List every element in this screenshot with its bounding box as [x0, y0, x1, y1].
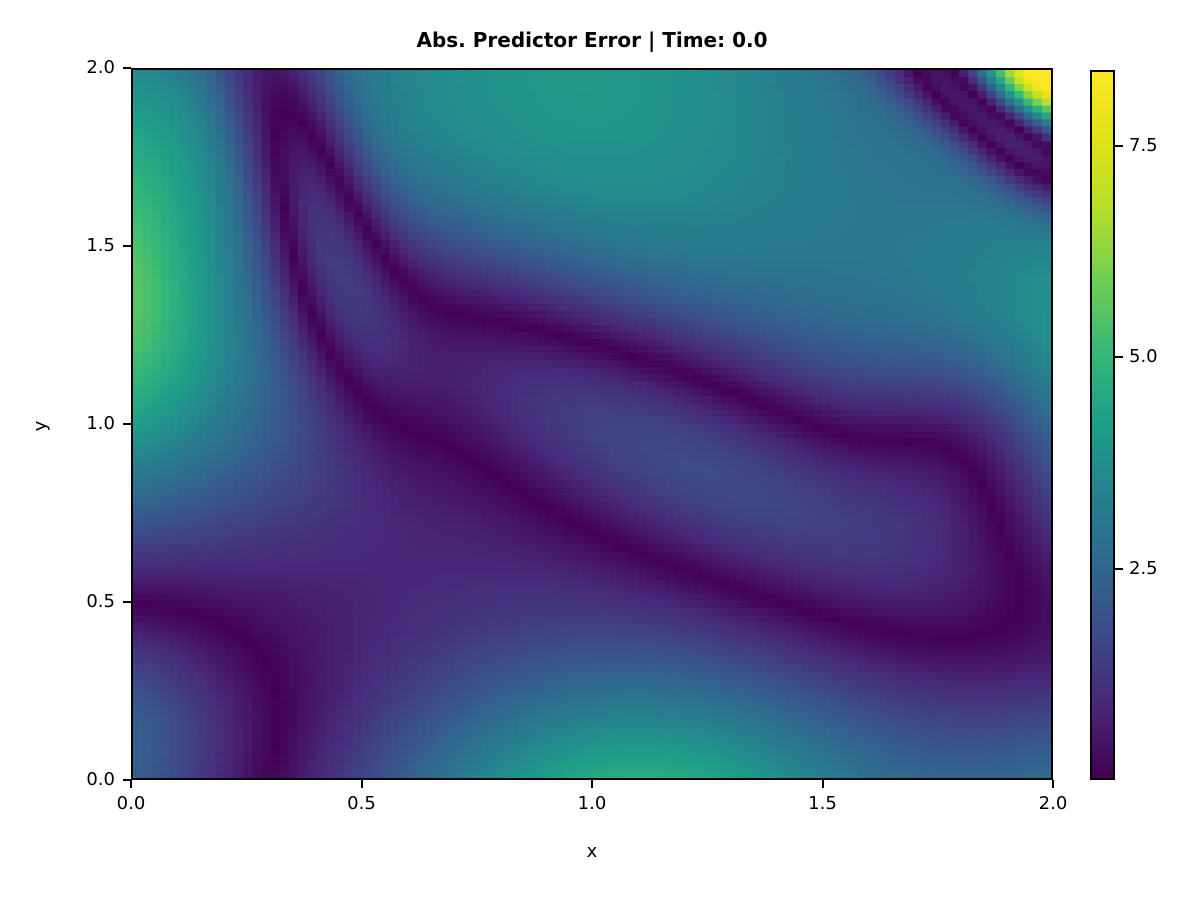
x-tick-label: 0.0 [116, 793, 146, 814]
y-tick-mark [123, 67, 131, 69]
y-axis-ticks: 0.0 0.5 1.0 1.5 2.0 [0, 57, 131, 790]
colorbar-tick-label: 5.0 [1129, 346, 1158, 368]
colorbar-ticks: 2.5 5.0 7.5 [1115, 70, 1200, 780]
x-tick-mark [821, 780, 824, 788]
x-tick-mark [1052, 780, 1054, 788]
y-tick-mark [123, 423, 131, 425]
colorbar-tick-label: 7.5 [1129, 135, 1158, 157]
y-tick-label: 1.0 [86, 413, 115, 434]
x-tick-label: 2.0 [1038, 793, 1068, 814]
y-tick-mark [123, 779, 131, 781]
x-axis-label: x [586, 841, 598, 862]
x-tick-mark [360, 780, 363, 788]
chart-title: Abs. Predictor Error | Time: 0.0 [416, 28, 768, 52]
colorbar-tick-label: 2.5 [1129, 557, 1158, 579]
colorbar-canvas [1092, 72, 1113, 778]
heatmap-plot-area [131, 68, 1053, 780]
colorbar [1090, 70, 1115, 780]
heatmap-canvas [133, 70, 1051, 778]
colorbar-tick-mark [1115, 356, 1123, 359]
x-tick-label: 1.0 [577, 793, 607, 814]
y-tick-label: 0.0 [86, 769, 115, 790]
x-tick-label: 0.5 [347, 793, 376, 814]
y-axis-label: y [30, 420, 51, 432]
y-tick-mark [123, 601, 131, 603]
x-tick-mark [591, 780, 593, 788]
y-tick-label: 1.5 [86, 235, 115, 256]
colorbar-tick-mark [1115, 567, 1123, 570]
x-tick-label: 1.5 [808, 793, 837, 814]
colorbar-tick-mark [1115, 145, 1123, 148]
y-tick-label: 0.5 [86, 591, 115, 612]
x-tick-mark [130, 780, 132, 788]
x-axis-ticks: 0.0 0.5 1.0 1.5 2.0 [117, 780, 1067, 820]
y-tick-label: 2.0 [86, 57, 115, 78]
y-tick-mark [123, 245, 131, 247]
